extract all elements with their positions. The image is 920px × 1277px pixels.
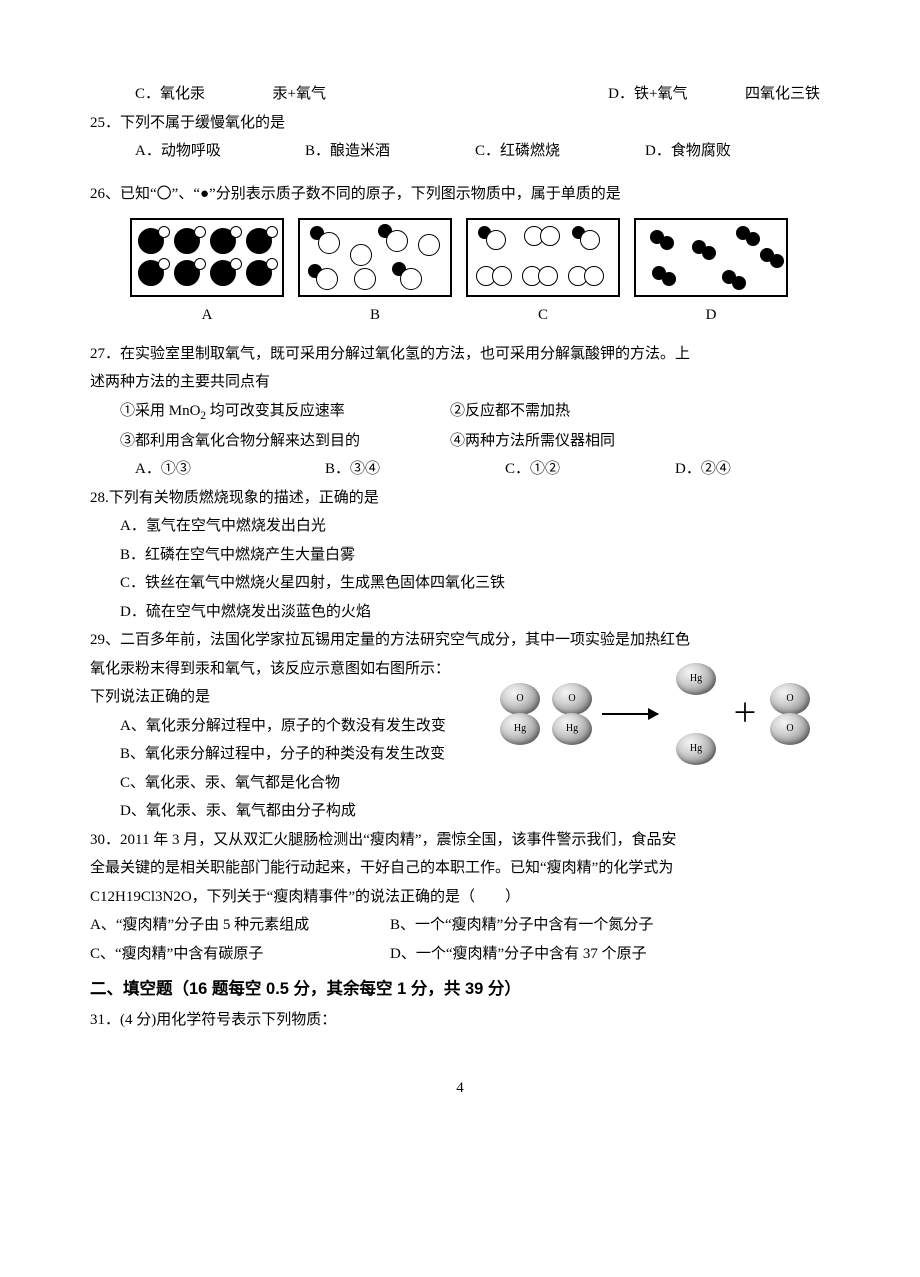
q28-D: D．硫在空气中燃烧发出淡蓝色的火焰 <box>90 598 830 627</box>
q26-stem: 26、已知“〇”、“●”分别表示质子数不同的原子，下列图示物质中，属于单质的是 <box>90 180 830 209</box>
q27-stem1: 27．在实验室里制取氧气，既可采用分解过氧化氢的方法，也可采用分解氯酸钾的方法。… <box>90 340 830 369</box>
q26-box-C <box>466 218 620 297</box>
label: C． <box>135 86 160 102</box>
q26-box-D <box>634 218 788 297</box>
q27-C: C．①② <box>505 455 675 484</box>
q26-box-B <box>298 218 452 297</box>
q29-reaction-diagram: O Hg O Hg Hg Hg ＋ O O <box>500 655 840 785</box>
q29-stem1: 29、二百多年前，法国化学家拉瓦锡用定量的方法研究空气成分，其中一项实验是加热红… <box>90 626 830 655</box>
q25-B: B．酿造米酒 <box>305 137 475 166</box>
q27-D: D．②④ <box>675 455 731 484</box>
q25-stem: 25．下列不属于缓慢氧化的是 <box>90 109 830 138</box>
q26-labels: A B C D <box>130 301 830 330</box>
q29-D: D、氧化汞、汞、氧气都由分子构成 <box>90 797 830 826</box>
q30-stem3: C12H19Cl3N2O，下列关于“瘦肉精事件”的说法正确的是（ ） <box>90 883 830 912</box>
rhs: 四氧化三铁 <box>745 86 820 102</box>
oval-O: O <box>552 683 592 715</box>
q30-D: D、一个“瘦肉精”分子中含有 37 个原子 <box>390 940 647 969</box>
q30-A: A、“瘦肉精”分子由 5 种元素组成 <box>90 911 390 940</box>
oval-O: O <box>770 683 810 715</box>
q27-body-row2: ③都利用含氧化合物分解来达到目的 ④两种方法所需仪器相同 <box>90 427 830 456</box>
q30-stem2: 全最关键的是相关职能部门能行动起来，干好自己的本职工作。已知“瘦肉精”的化学式为 <box>90 854 830 883</box>
plus-icon: ＋ <box>732 701 758 727</box>
q26-label-A: A <box>130 301 284 330</box>
q27-B: B．③④ <box>325 455 505 484</box>
q30-C: C、“瘦肉精”中含有碳原子 <box>90 940 390 969</box>
q26-label-C: C <box>466 301 620 330</box>
q27-A: A．①③ <box>135 455 325 484</box>
q26-label-B: B <box>298 301 452 330</box>
q27-body-1b: ②反应都不需加热 <box>450 397 570 427</box>
q28-C: C．铁丝在氧气中燃烧火星四射，生成黑色固体四氧化三铁 <box>90 569 830 598</box>
oval-Hg: Hg <box>552 713 592 745</box>
q24-optD: D．铁+氧气 四氧化三铁 <box>608 80 820 109</box>
page-number: 4 <box>90 1074 830 1103</box>
q30-row2: C、“瘦肉精”中含有碳原子 D、一个“瘦肉精”分子中含有 37 个原子 <box>90 940 830 969</box>
oval-O: O <box>770 713 810 745</box>
q24-optC: C．氧化汞 汞+氧气 <box>90 80 326 109</box>
q28-A: A．氢气在空气中燃烧发出白光 <box>90 512 830 541</box>
q28-stem: 28.下列有关物质燃烧现象的描述，正确的是 <box>90 484 830 513</box>
q28-B: B．红磷在空气中燃烧产生大量白雾 <box>90 541 830 570</box>
q29-wrap: 氧化汞粉末得到汞和氧气，该反应示意图如右图所示： 下列说法正确的是 A、氧化汞分… <box>90 655 830 826</box>
q24-options-tail: C．氧化汞 汞+氧气 D．铁+氧气 四氧化三铁 <box>90 80 830 109</box>
oval-O: O <box>500 683 540 715</box>
label: D． <box>608 86 634 102</box>
q27-body-2a: ③都利用含氧化合物分解来达到目的 <box>120 427 450 456</box>
oval-Hg: Hg <box>676 663 716 695</box>
q26-diagrams <box>130 218 830 297</box>
q25-C: C．红磷燃烧 <box>475 137 645 166</box>
q27-stem2: 述两种方法的主要共同点有 <box>90 368 830 397</box>
q31-stem: 31．(4 分)用化学符号表示下列物质： <box>90 1006 830 1035</box>
oval-Hg: Hg <box>500 713 540 745</box>
q27-body-1a: ①采用 MnO2 均可改变其反应速率 <box>120 397 450 427</box>
oval-Hg: Hg <box>676 733 716 765</box>
text: 氧化汞 <box>160 86 205 102</box>
reaction-arrow-icon <box>602 713 658 715</box>
q25-A: A．动物呼吸 <box>135 137 305 166</box>
q30-B: B、一个“瘦肉精”分子中含有一个氮分子 <box>390 911 653 940</box>
section2-title: 二、填空题（16 题每空 0.5 分，其余每空 1 分，共 39 分） <box>90 974 830 1005</box>
q30-row1: A、“瘦肉精”分子由 5 种元素组成 B、一个“瘦肉精”分子中含有一个氮分子 <box>90 911 830 940</box>
rhs: 汞+氧气 <box>273 86 326 102</box>
q26-box-A <box>130 218 284 297</box>
text: 铁+氧气 <box>634 86 687 102</box>
q27-body-2b: ④两种方法所需仪器相同 <box>450 427 615 456</box>
q27-options: A．①③ B．③④ C．①② D．②④ <box>90 455 830 484</box>
q26-label-D: D <box>634 301 788 330</box>
q27-body-row1: ①采用 MnO2 均可改变其反应速率 ②反应都不需加热 <box>90 397 830 427</box>
q25-D: D．食物腐败 <box>645 137 731 166</box>
q30-stem1: 30．2011 年 3 月，又从双汇火腿肠检测出“瘦肉精”，震惊全国，该事件警示… <box>90 826 830 855</box>
q25-options: A．动物呼吸 B．酿造米酒 C．红磷燃烧 D．食物腐败 <box>90 137 830 166</box>
